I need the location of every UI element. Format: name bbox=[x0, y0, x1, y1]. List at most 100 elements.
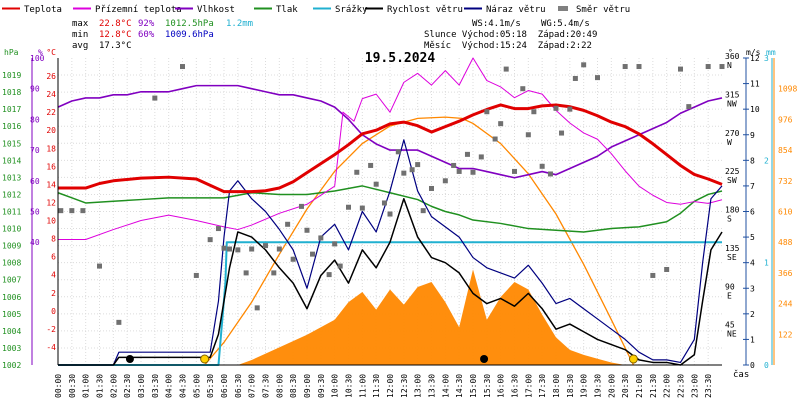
direction-tick-dir: NW bbox=[727, 99, 737, 108]
pressure-tick-label: 1005 bbox=[2, 310, 21, 319]
wind-direction-point bbox=[705, 64, 711, 70]
wind-tick-label: 2 bbox=[750, 310, 755, 319]
wind-tick-label: 12 bbox=[750, 54, 760, 63]
x-tick-label: 10:30 bbox=[345, 374, 354, 398]
series-line-náraz-větru bbox=[58, 139, 723, 366]
radiation-tick-label: 610 bbox=[778, 208, 793, 217]
wind-direction-point bbox=[373, 181, 379, 187]
rain-tick-label: 0 bbox=[764, 361, 769, 370]
x-tick-label: 09:00 bbox=[303, 374, 312, 398]
direction-tick-label: 270 bbox=[725, 129, 740, 138]
x-tick-label: 00:30 bbox=[68, 374, 77, 398]
wind-direction-point bbox=[243, 270, 249, 276]
stats-min-hum: 60% bbox=[138, 30, 155, 40]
x-tick-label: 03:00 bbox=[137, 374, 146, 398]
x-tick-label: 05:00 bbox=[192, 374, 201, 398]
temperature-tick-label: 8 bbox=[51, 235, 56, 244]
x-tick-label: 02:30 bbox=[123, 374, 132, 398]
wind-direction-point bbox=[215, 226, 221, 232]
pressure-tick-label: 1012 bbox=[2, 190, 21, 199]
wind-tick-label: 1 bbox=[750, 335, 755, 344]
stats-max-hum: 92% bbox=[138, 19, 155, 29]
wind-direction-point bbox=[318, 235, 324, 241]
wind-direction-point bbox=[420, 208, 426, 214]
radiation-tick-label: 244 bbox=[778, 300, 793, 309]
temperature-tick-label: 14 bbox=[46, 180, 56, 189]
radiation-tick-label: 732 bbox=[778, 177, 793, 186]
moonrise-marker bbox=[480, 355, 489, 363]
direction-tick-label: 180 bbox=[725, 206, 740, 215]
wind-direction-point bbox=[442, 178, 448, 184]
wind-tick-label: 3 bbox=[750, 284, 755, 293]
humidity-unit: % bbox=[38, 48, 43, 57]
wind-direction-point bbox=[492, 136, 498, 142]
wind-direction-point bbox=[559, 130, 565, 136]
wind-direction-point bbox=[503, 66, 509, 72]
wind-tick-label: 10 bbox=[750, 105, 760, 114]
wind-direction-point bbox=[395, 149, 401, 155]
x-tick-label: 06:30 bbox=[234, 374, 243, 398]
info-moon: Měsíc Východ:15:24 Západ:2:22 bbox=[424, 41, 592, 51]
stats-max-press: 1012.5hPa bbox=[165, 19, 214, 29]
direction-tick-label: 315 bbox=[725, 90, 740, 99]
pressure-tick-label: 1008 bbox=[2, 259, 21, 268]
x-axis-label: čas bbox=[733, 369, 749, 380]
humidity-tick-label: 60 bbox=[30, 177, 40, 186]
wind-direction-point bbox=[409, 167, 415, 173]
wind-direction-point bbox=[478, 154, 484, 160]
x-tick-label: 11:30 bbox=[372, 374, 381, 398]
wind-direction-point bbox=[152, 95, 158, 101]
temperature-tick-label: -4 bbox=[46, 343, 56, 352]
astro-markers bbox=[125, 354, 638, 364]
wind-direction-points bbox=[58, 62, 725, 325]
temperature-unit: °C bbox=[46, 48, 56, 57]
wind-direction-point bbox=[553, 105, 559, 111]
wind-direction-point bbox=[572, 75, 578, 81]
pressure-tick-label: 1002 bbox=[2, 361, 21, 370]
pressure-tick-label: 1009 bbox=[2, 242, 21, 251]
legend-label: Tlak bbox=[276, 5, 298, 15]
radiation-tick-label: 976 bbox=[778, 115, 793, 124]
rain-unit: mm bbox=[766, 48, 776, 57]
humidity-tick-label: 80 bbox=[30, 115, 40, 124]
wind-direction-point bbox=[531, 109, 537, 115]
wind-direction-point bbox=[547, 171, 553, 177]
series-line-vlhkost bbox=[57, 84, 723, 179]
stats-avg-label: avg bbox=[72, 41, 88, 51]
wind-direction-point bbox=[97, 263, 102, 269]
wind-direction-point bbox=[650, 272, 656, 278]
wind-direction-point bbox=[451, 162, 457, 168]
stats-max-label: max bbox=[72, 19, 89, 29]
temperature-tick-label: 24 bbox=[46, 90, 56, 99]
series-line-rychlost-větru bbox=[58, 197, 723, 366]
x-tick-label: 13:30 bbox=[428, 374, 437, 398]
wind-direction-point bbox=[285, 221, 291, 227]
x-tick-label: 11:00 bbox=[358, 374, 367, 398]
wind-direction-point bbox=[227, 246, 233, 252]
wind-direction-point bbox=[525, 132, 531, 138]
x-tick-label: 07:30 bbox=[262, 374, 271, 398]
x-tick-label: 21:30 bbox=[649, 374, 658, 398]
chart-title: 19.5.2024 bbox=[365, 51, 436, 66]
temperature-tick-label: 6 bbox=[51, 253, 56, 262]
stats-avg-temp: 17.3°C bbox=[99, 41, 132, 51]
axes: 00:00 00:30 01:00 01:30 02:00 02:30 03:00 03:30… bbox=[2, 48, 797, 398]
stats-min-label: min bbox=[72, 30, 88, 40]
wind-direction-point bbox=[539, 163, 545, 169]
x-tick-label: 20:30 bbox=[621, 374, 630, 398]
wind-direction-point bbox=[464, 151, 470, 157]
wind-direction-point bbox=[512, 168, 517, 174]
pressure-unit: hPa bbox=[4, 48, 19, 57]
wind-direction-point bbox=[271, 270, 277, 276]
x-tick-label: 17:30 bbox=[538, 374, 547, 398]
humidity-tick-label: 50 bbox=[30, 208, 40, 217]
temperature-tick-label: 2 bbox=[51, 289, 56, 298]
x-tick-label: 03:30 bbox=[151, 374, 160, 398]
pressure-tick-label: 1004 bbox=[2, 327, 21, 336]
wind-direction-point bbox=[567, 106, 573, 112]
direction-tick-label: 225 bbox=[725, 167, 740, 176]
stats-min-press: 1009.6hPa bbox=[165, 30, 214, 40]
wind-direction-point bbox=[254, 305, 260, 311]
x-tick-label: 17:00 bbox=[524, 374, 533, 398]
wind-direction-point bbox=[359, 205, 365, 211]
